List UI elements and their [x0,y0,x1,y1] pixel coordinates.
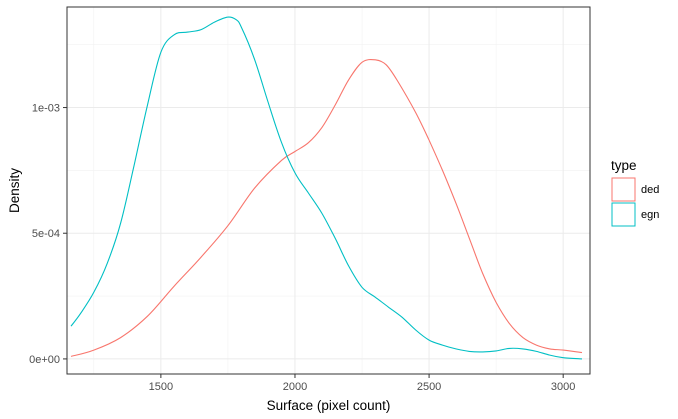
legend-label-ded: ded [641,184,659,196]
y-tick-label: 0e+00 [29,354,60,366]
y-axis-ticks: 0e+00 5e-04 1e-03 [29,103,67,366]
plot-panel-border [66,6,591,375]
x-axis-title: Surface (pixel count) [267,398,391,413]
y-tick-label: 1e-03 [32,103,60,115]
x-tick-label: 1500 [149,381,173,393]
legend-title: type [611,158,637,173]
density-lines [70,16,583,360]
x-tick-label: 2500 [417,381,441,393]
legend-key-ded [611,177,636,202]
minor-grid [67,7,590,374]
y-tick-label: 5e-04 [32,228,60,240]
legend-key-egn [611,202,636,227]
x-axis-ticks: 1500 2000 2500 3000 [149,374,575,393]
x-tick-label: 2000 [283,381,307,393]
density-line-ded [70,58,583,357]
x-tick-label: 3000 [551,381,575,393]
y-axis-title: Density [7,168,22,213]
major-grid [67,7,590,374]
legend-label-egn: egn [641,209,659,221]
density-line-egn [70,16,583,360]
legend: type ded egn [611,158,659,227]
